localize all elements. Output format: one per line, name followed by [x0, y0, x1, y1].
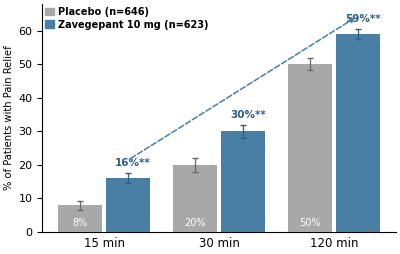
Legend: Placebo (n=646), Zavegepant 10 mg (n=623): Placebo (n=646), Zavegepant 10 mg (n=623… — [44, 6, 209, 30]
Bar — [221, 132, 265, 232]
Y-axis label: % of Patients with Pain Relief: % of Patients with Pain Relief — [4, 46, 14, 191]
Text: 30%**: 30%** — [230, 110, 266, 120]
Text: 50%: 50% — [299, 218, 320, 228]
Bar — [288, 65, 332, 232]
Text: 16%**: 16%** — [115, 158, 151, 168]
Bar — [173, 165, 217, 232]
Bar — [106, 178, 150, 232]
Bar — [336, 34, 380, 232]
Text: 20%: 20% — [184, 218, 206, 228]
Text: 59%**: 59%** — [345, 14, 380, 24]
Bar — [58, 205, 102, 232]
Text: 8%: 8% — [72, 218, 88, 228]
